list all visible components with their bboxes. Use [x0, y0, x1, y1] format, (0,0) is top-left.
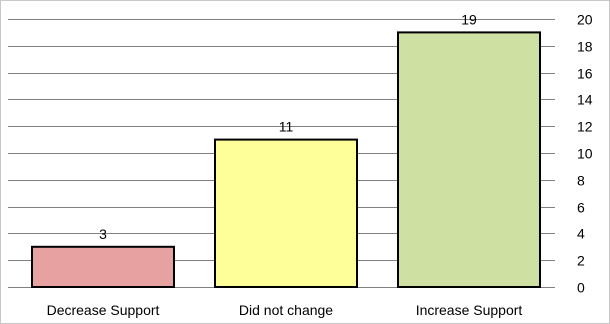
y-tick-label: 6	[577, 200, 585, 216]
category-label: Did not change	[239, 302, 333, 318]
data-label: 11	[279, 119, 294, 135]
bars	[31, 31, 541, 289]
y-tick-label: 10	[577, 146, 593, 162]
y-tick-label: 20	[577, 12, 593, 28]
bar-1	[31, 245, 175, 289]
y-tick-label: 18	[577, 39, 593, 55]
y-tick-label: 12	[577, 119, 593, 135]
category-labels: Decrease Support Did not change Increase S…	[47, 302, 523, 318]
y-tick-label: 0	[577, 280, 585, 296]
y-tick-label: 4	[577, 226, 585, 242]
y-tick-label: 14	[577, 92, 593, 108]
bar-3	[397, 31, 541, 289]
category-label: Decrease Support	[47, 302, 160, 318]
y-axis-ticks: 0 2 4 6 8 10 12 14 16 18 20	[577, 12, 593, 296]
data-labels: 3 11 19	[99, 11, 477, 241]
y-tick-label: 8	[577, 173, 585, 189]
y-tick-label: 16	[577, 66, 593, 82]
data-label: 19	[461, 11, 477, 27]
y-tick-label: 2	[577, 253, 585, 269]
data-label: 3	[99, 226, 107, 242]
category-label: Increase Support	[416, 302, 523, 318]
bar-2	[214, 138, 358, 288]
